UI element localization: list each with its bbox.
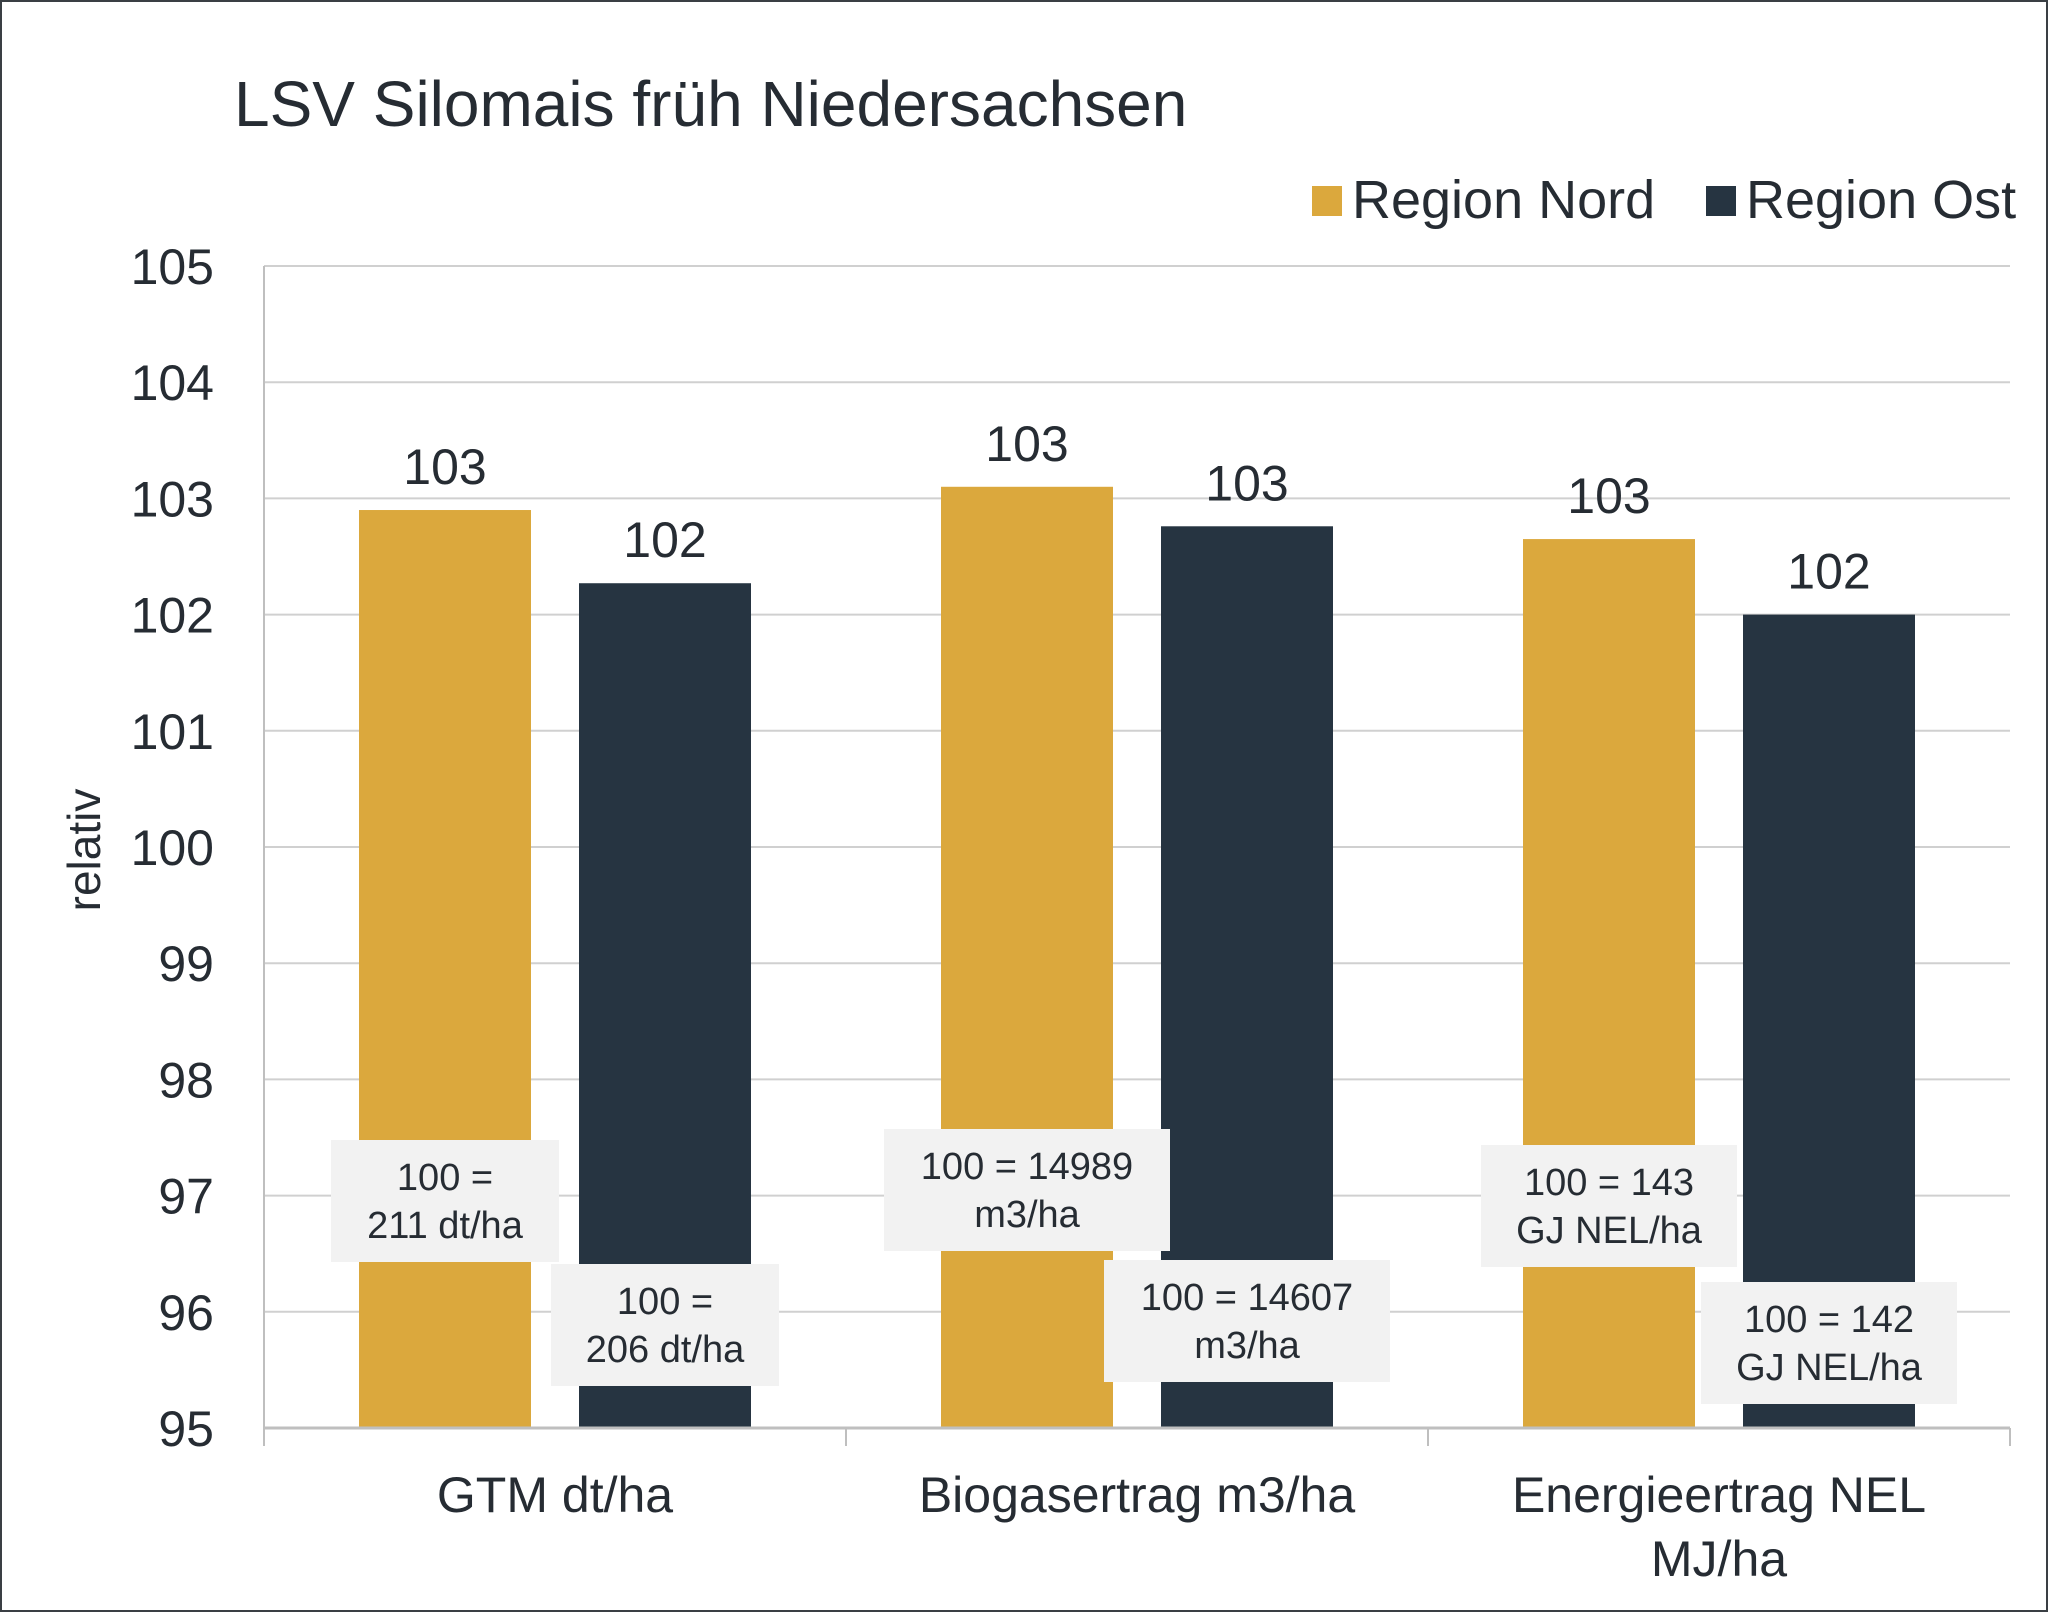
data-label: 103	[1205, 455, 1288, 511]
annotation-text: 100 = 14989	[921, 1146, 1133, 1188]
data-label: 103	[403, 439, 486, 495]
legend-swatch-region-nord	[1312, 186, 1342, 216]
annotation-box: 100 = 206 dt/ha	[551, 1264, 779, 1386]
annotation-text: 100 =	[397, 1157, 493, 1199]
y-axis-label: relativ	[58, 789, 110, 912]
category-labels: GTM dt/ha Biogasertrag m3/ha Energieertrag…	[437, 1467, 1926, 1587]
annotation-box: 100 = 211 dt/ha	[331, 1140, 559, 1262]
y-tick-label: 95	[158, 1401, 214, 1457]
y-tick-label: 96	[158, 1285, 214, 1341]
annotation-box-bg	[1701, 1282, 1957, 1404]
x-category-label: Energieertrag NEL	[1512, 1467, 1926, 1523]
annotation-text: m3/ha	[1194, 1325, 1300, 1367]
annotation-text: 100 = 142	[1744, 1299, 1914, 1341]
y-axis-ticks: 95 96 97 98 99 100 101 102 103 104 105	[131, 239, 214, 1457]
legend-label-region-nord: Region Nord	[1352, 170, 1655, 230]
annotation-box-bg	[1104, 1260, 1390, 1382]
y-tick-label: 104	[131, 355, 214, 411]
y-tick-label: 103	[131, 471, 214, 527]
annotation-box: 100 = 143 GJ NEL/ha	[1481, 1145, 1737, 1267]
x-category-label: MJ/ha	[1651, 1531, 1787, 1587]
annotation-text: 100 =	[617, 1281, 713, 1323]
legend-swatch-region-ost	[1706, 186, 1736, 216]
annotation-text: 211 dt/ha	[367, 1205, 524, 1247]
annotation-text: 100 = 14607	[1141, 1277, 1353, 1319]
y-tick-label: 97	[158, 1169, 214, 1225]
annotation-text: m3/ha	[974, 1194, 1080, 1236]
annotation-box-bg	[1481, 1145, 1737, 1267]
x-axis	[263, 266, 2011, 1446]
annotation-box: 100 = 14989 m3/ha	[884, 1129, 1170, 1251]
legend: Region Nord Region Ost	[1312, 170, 2016, 230]
x-category-label: Biogasertrag m3/ha	[919, 1467, 1356, 1523]
annotation-box-bg	[884, 1129, 1170, 1251]
annotation-text: 100 = 143	[1524, 1162, 1694, 1204]
annotation-text: GJ NEL/ha	[1516, 1210, 1703, 1252]
value-labels: 103 103 103 102 103 102	[403, 416, 1870, 600]
data-label: 102	[623, 512, 706, 568]
y-tick-label: 99	[158, 936, 214, 992]
annotation-box: 100 = 14607 m3/ha	[1104, 1260, 1390, 1382]
bar-region-nord	[359, 510, 531, 1428]
y-tick-label: 105	[131, 239, 214, 295]
y-tick-label: 100	[131, 820, 214, 876]
y-tick-label: 98	[158, 1052, 214, 1108]
annotation-boxes: 100 = 211 dt/ha 100 = 14989 m3/ha 100 = 143 G…	[331, 1129, 1957, 1404]
y-tick-label: 101	[131, 704, 214, 760]
y-tick-label: 102	[131, 588, 214, 644]
data-label: 102	[1787, 544, 1870, 600]
annotation-text: GJ NEL/ha	[1736, 1347, 1923, 1389]
annotation-box-bg	[331, 1140, 559, 1262]
x-category-label: GTM dt/ha	[437, 1467, 673, 1523]
chart-title: LSV Silomais früh Niedersachsen	[234, 68, 1187, 140]
data-label: 103	[1567, 468, 1650, 524]
annotation-text: 206 dt/ha	[586, 1329, 745, 1371]
annotation-box: 100 = 142 GJ NEL/ha	[1701, 1282, 1957, 1404]
bar-region-nord	[941, 486, 1113, 1428]
legend-label-region-ost: Region Ost	[1746, 170, 2016, 230]
bar-region-nord	[1523, 539, 1695, 1428]
annotation-box-bg	[551, 1264, 779, 1386]
data-label: 103	[985, 416, 1068, 472]
